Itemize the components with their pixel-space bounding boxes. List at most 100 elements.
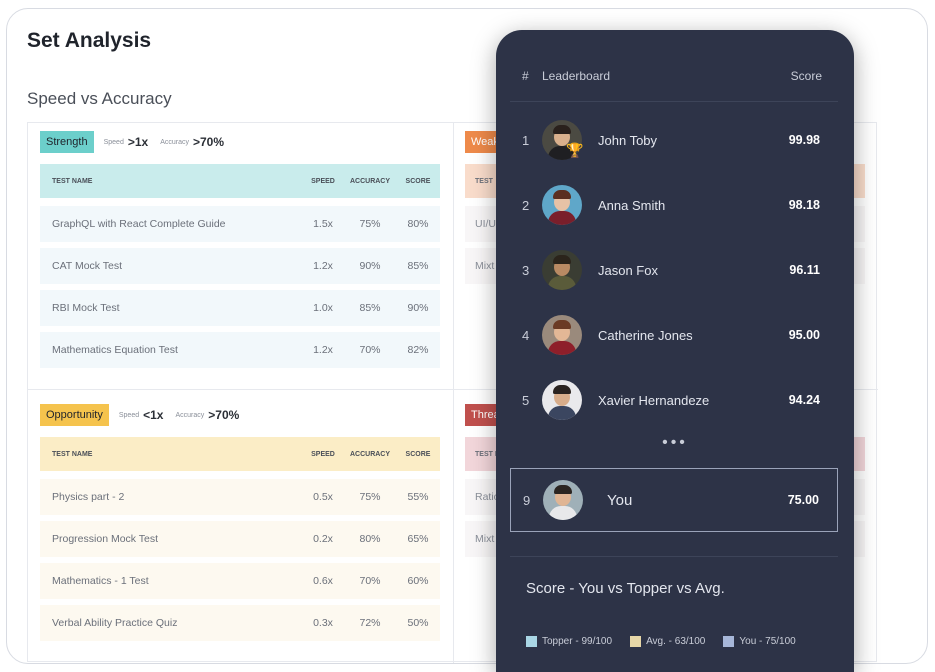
table-row[interactable]: CAT Mock Test 1.2x 90% 85%	[40, 248, 440, 284]
col-test-name: TEST NAME	[52, 177, 93, 185]
score-column-label: Score	[790, 68, 822, 83]
player-name: Jason Fox	[598, 262, 658, 278]
avatar	[543, 480, 583, 520]
accuracy-value: >70%	[193, 135, 225, 149]
vertical-divider	[453, 123, 454, 663]
strength-criteria: Speed >1x Accuracy >70%	[104, 135, 236, 149]
speed-value: >1x	[127, 135, 149, 149]
test-name: Verbal Ability Practice Quiz	[52, 617, 178, 629]
test-name: Mathematics Equation Test	[52, 344, 178, 356]
speed: 0.3x	[313, 617, 333, 629]
opportunity-criteria: Speed <1x Accuracy >70%	[119, 408, 251, 422]
avatar	[542, 250, 582, 290]
avatar	[542, 185, 582, 225]
rank: 2	[522, 197, 530, 213]
leaderboard-row[interactable]: 2 Anna Smith 98.18	[510, 173, 838, 237]
player-name: You	[607, 491, 633, 509]
legend-you: You - 75/100	[723, 636, 796, 647]
accuracy: 75%	[359, 218, 381, 230]
score-legend: Topper - 99/100 Avg. - 63/100 You - 75/1…	[526, 636, 814, 647]
legend-label: Avg. - 63/100	[646, 636, 706, 647]
player-score: 75.00	[787, 493, 819, 507]
divider	[510, 556, 838, 557]
player-name: Anna Smith	[598, 197, 666, 213]
table-row[interactable]: GraphQL with React Complete Guide 1.5x 7…	[40, 206, 440, 242]
legend-average: Avg. - 63/100	[630, 636, 705, 647]
legend-swatch	[630, 636, 642, 647]
player-name: John Toby	[598, 132, 658, 148]
legend-swatch	[723, 636, 735, 647]
speed-value: <1x	[143, 408, 164, 422]
score: 55%	[407, 491, 429, 503]
table-row[interactable]: Mathematics Equation Test 1.2x 70% 82%	[40, 332, 440, 368]
player-score: 99.98	[788, 133, 820, 147]
player-score: 95.00	[788, 328, 820, 342]
accuracy: 85%	[359, 302, 381, 314]
strength-header: Strength Speed >1x Accuracy >70%	[40, 131, 236, 153]
table-row[interactable]: Physics part - 2 0.5x 75% 55%	[40, 479, 440, 515]
accuracy: 72%	[359, 617, 381, 629]
rank: 5	[522, 392, 530, 408]
score: 60%	[407, 575, 429, 587]
table-row[interactable]: Progression Mock Test 0.2x 80% 65%	[40, 521, 440, 557]
score: 80%	[407, 218, 429, 230]
speed: 0.6x	[313, 575, 333, 587]
speed: 1.5x	[313, 218, 333, 230]
col-test-name: TEST NAME	[52, 450, 93, 458]
rank: 4	[522, 327, 530, 343]
leaderboard-row[interactable]: 4 Catherine Jones 95.00	[510, 303, 838, 367]
opportunity-badge: Opportunity	[40, 404, 109, 426]
opportunity-header: Opportunity Speed <1x Accuracy >70%	[40, 404, 251, 426]
strength-badge: Strength	[40, 131, 94, 153]
avatar: 🏆	[542, 120, 584, 160]
col-accuracy: ACCURACY	[349, 450, 391, 458]
test-name: CAT Mock Test	[52, 260, 123, 272]
legend-label: Topper - 99/100	[542, 636, 613, 647]
player-score: 96.11	[789, 263, 820, 277]
table-row[interactable]: Mathematics - 1 Test 0.6x 70% 60%	[40, 563, 440, 599]
speed-label: Speed	[118, 411, 140, 419]
section-title: Speed vs Accuracy	[27, 89, 172, 108]
test-name: Progression Mock Test	[52, 533, 159, 545]
leaderboard-title: Leaderboard	[542, 68, 611, 83]
score: 50%	[407, 617, 429, 629]
score: 82%	[407, 344, 429, 356]
test-name: Mathematics - 1 Test	[52, 575, 149, 587]
col-accuracy: ACCURACY	[349, 177, 391, 185]
horizontal-divider	[28, 389, 878, 390]
accuracy: 70%	[359, 575, 381, 587]
accuracy: 80%	[359, 533, 381, 545]
speed: 0.5x	[313, 491, 333, 503]
test-name: GraphQL with React Complete Guide	[52, 218, 226, 230]
speed: 0.2x	[313, 533, 333, 545]
legend-swatch	[526, 636, 537, 647]
table-header: TEST NAME SPEED ACCURACY SCORE	[40, 164, 440, 198]
accuracy: 90%	[359, 260, 381, 272]
rank: 3	[522, 262, 530, 278]
more-entries-ellipsis: •••	[662, 434, 688, 451]
table-row[interactable]: RBI Mock Test 1.0x 85% 90%	[40, 290, 440, 326]
leaderboard-row[interactable]: 1 🏆 John Toby 99.98	[510, 108, 838, 172]
accuracy-label: Accuracy	[175, 411, 205, 419]
col-speed: SPEED	[311, 450, 335, 458]
table-row[interactable]: Verbal Ability Practice Quiz 0.3x 72% 50…	[40, 605, 440, 641]
player-score: 98.18	[788, 198, 820, 212]
player-name: Xavier Hernandeze	[598, 392, 710, 408]
trophy-icon: 🏆	[566, 142, 584, 158]
test-name: RBI Mock Test	[52, 302, 120, 314]
current-user-row[interactable]: 9 You 75.00	[510, 468, 838, 532]
accuracy: 70%	[359, 344, 381, 356]
rank: 9	[523, 492, 531, 508]
leaderboard-row[interactable]: 5 Xavier Hernandeze 94.24	[510, 368, 838, 432]
leaderboard-panel: # Leaderboard Score 1 🏆 John Toby 99.98 …	[496, 30, 854, 672]
page-title: Set Analysis	[27, 29, 152, 52]
speed: 1.2x	[313, 344, 333, 356]
accuracy: 75%	[359, 491, 381, 503]
opportunity-quadrant: Opportunity Speed <1x Accuracy >70% TEST…	[40, 404, 440, 654]
score: 90%	[407, 302, 429, 314]
speed: 1.0x	[313, 302, 333, 314]
leaderboard-row[interactable]: 3 Jason Fox 96.11	[510, 238, 838, 302]
strength-quadrant: Strength Speed >1x Accuracy >70% TEST NA…	[40, 131, 440, 381]
score: 65%	[407, 533, 429, 545]
legend-label: You - 75/100	[739, 636, 796, 647]
